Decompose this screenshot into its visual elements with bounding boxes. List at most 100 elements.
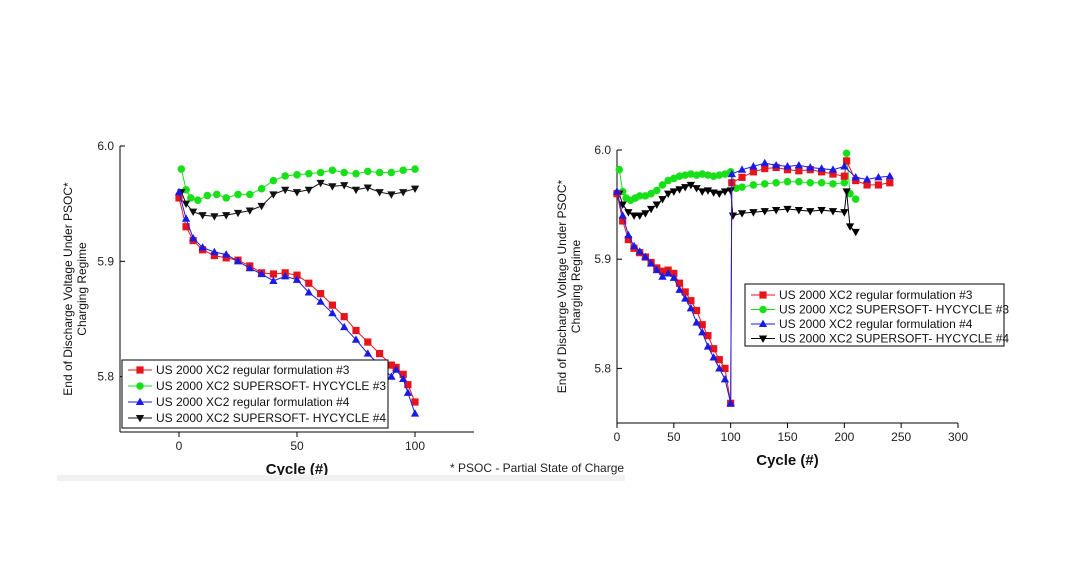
y-tick-label: 6.0 (97, 139, 114, 153)
data-point (387, 361, 395, 369)
data-point (874, 181, 883, 189)
data-point (840, 162, 849, 170)
data-point (669, 273, 678, 281)
x-tick-label: 250 (891, 430, 911, 444)
data-point (670, 174, 678, 183)
footnote-band (57, 475, 625, 481)
data-point (189, 208, 198, 217)
series-4 (615, 181, 860, 237)
data-point (715, 356, 723, 364)
data-point (658, 272, 667, 280)
data-point (328, 308, 337, 317)
data-point (222, 194, 230, 202)
data-point (305, 169, 313, 178)
data-point (828, 208, 838, 216)
data-point (681, 184, 690, 192)
data-point (619, 217, 627, 225)
data-point (658, 267, 667, 275)
data-point (629, 212, 639, 220)
data-point (177, 165, 186, 173)
data-point (675, 172, 684, 180)
legend-swatch-marker (136, 366, 144, 374)
data-point (257, 184, 266, 193)
data-point (210, 251, 218, 260)
data-point (181, 200, 191, 208)
data-point (862, 175, 872, 183)
x-tick-label: 50 (290, 439, 304, 453)
data-point (194, 196, 202, 204)
data-point (292, 189, 302, 197)
data-point (669, 188, 678, 196)
data-point (851, 228, 860, 237)
data-point (675, 285, 684, 293)
data-point (760, 208, 769, 216)
data-point (624, 235, 632, 244)
data-point (293, 171, 301, 179)
data-point (720, 188, 730, 196)
data-point (681, 294, 690, 302)
legend-label: US 2000 XC2 regular formulation #4 (156, 395, 350, 409)
legend-label: US 2000 XC2 regular formulation #3 (156, 363, 350, 377)
data-point (233, 209, 243, 218)
chart-right: 5.8 5.9 6.0 0 50 100 150 200 250 300 Cycle (#) End … (555, 143, 1009, 469)
data-point (305, 279, 313, 287)
data-point (375, 189, 384, 197)
x-axis-title: Cycle (#) (756, 452, 819, 469)
data-point (404, 381, 412, 389)
data-point (304, 288, 313, 296)
y-tick-label: 6.0 (594, 143, 611, 157)
y-tick-label: 5.9 (594, 252, 611, 266)
y-axis-title: Charging Regime (569, 239, 583, 333)
data-point (692, 318, 701, 326)
data-point (704, 332, 712, 340)
data-point (710, 345, 718, 353)
footnote: * PSOC - Partial State of Charge (450, 461, 624, 475)
data-point (174, 187, 184, 196)
data-point (292, 275, 302, 283)
data-point (624, 209, 633, 217)
data-point (652, 265, 661, 274)
data-point (749, 209, 758, 217)
data-point (727, 169, 736, 178)
x-tick-label: 0 (176, 439, 183, 453)
data-point (886, 179, 894, 187)
data-point (629, 241, 639, 250)
chart-left: 5.8 5.9 6.0 0 50 100 Cycle (#) End of Discharge… (61, 139, 474, 478)
data-point (269, 276, 278, 284)
legend-box (121, 359, 389, 429)
x-tick-label: 0 (614, 430, 621, 444)
data-point (399, 370, 407, 378)
data-point (675, 279, 684, 287)
y-axis-title: Charging Regime (75, 242, 89, 336)
data-point (410, 409, 420, 417)
data-point (653, 186, 661, 195)
data-point (704, 171, 712, 179)
data-point (340, 313, 348, 321)
data-point (686, 304, 696, 312)
data-point (658, 181, 667, 189)
data-point (411, 398, 419, 406)
data-point (293, 271, 301, 279)
data-point (316, 168, 325, 177)
data-point (681, 288, 689, 296)
data-point (646, 205, 656, 214)
x-tick-label: 50 (667, 430, 681, 444)
data-point (720, 375, 730, 383)
data-point (641, 252, 650, 261)
data-point (363, 184, 372, 192)
data-point (245, 263, 254, 272)
data-point (269, 270, 277, 278)
data-point (317, 290, 325, 298)
series-4 (177, 179, 420, 221)
series-3 (612, 158, 894, 407)
data-point (863, 181, 871, 189)
data-point (624, 230, 633, 239)
data-point (692, 306, 701, 315)
data-point (783, 162, 792, 170)
data-point (681, 171, 689, 179)
data-point (828, 165, 838, 173)
data-point (817, 178, 826, 187)
data-point (198, 243, 207, 251)
data-point (806, 163, 815, 171)
data-point (328, 166, 337, 174)
